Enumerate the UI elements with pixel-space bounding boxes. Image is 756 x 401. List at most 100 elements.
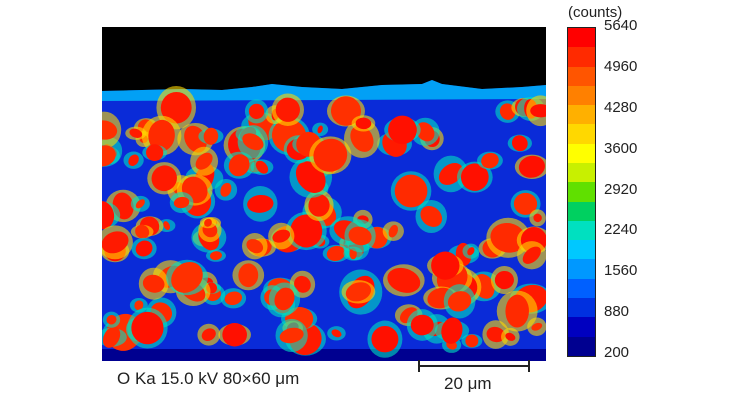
colorbar-band bbox=[568, 105, 595, 125]
particle bbox=[513, 192, 538, 215]
particle bbox=[106, 314, 117, 325]
colorbar-band bbox=[568, 220, 595, 241]
particle bbox=[313, 138, 348, 172]
particle bbox=[134, 300, 144, 311]
particle bbox=[308, 194, 330, 217]
colorbar-tick-label: 3600 bbox=[604, 139, 638, 157]
particle bbox=[135, 199, 145, 209]
colorbar-band bbox=[568, 297, 595, 318]
particle bbox=[494, 270, 514, 290]
particle bbox=[530, 104, 546, 118]
colorbar-band bbox=[568, 124, 595, 144]
particle bbox=[102, 231, 129, 254]
particle bbox=[420, 206, 443, 227]
particle bbox=[209, 251, 222, 261]
colorbar-band bbox=[568, 240, 595, 260]
particle bbox=[238, 263, 259, 288]
particle bbox=[294, 275, 311, 293]
particle bbox=[388, 115, 417, 145]
colorbar-tick-label: 880 bbox=[604, 303, 630, 321]
particle bbox=[355, 117, 372, 130]
particle bbox=[248, 103, 265, 120]
particle bbox=[204, 218, 212, 227]
particle bbox=[135, 224, 150, 239]
particle bbox=[490, 222, 526, 253]
colorbar-tick-label: 200 bbox=[604, 344, 630, 361]
colorbar bbox=[567, 27, 596, 357]
particle bbox=[317, 125, 323, 134]
colorbar-band bbox=[568, 259, 595, 279]
particle bbox=[505, 332, 516, 341]
particle bbox=[220, 182, 232, 197]
particle bbox=[275, 97, 300, 122]
particle bbox=[388, 224, 399, 238]
colorbar-tick-label: 4280 bbox=[604, 98, 638, 116]
particle bbox=[255, 160, 269, 174]
particle bbox=[431, 251, 460, 280]
colorbar-tick-label: 4960 bbox=[604, 57, 638, 75]
particle bbox=[416, 122, 435, 142]
particle bbox=[173, 196, 190, 209]
particle bbox=[522, 246, 541, 264]
scale-bar-label: 20 μm bbox=[444, 374, 492, 393]
colorbar-tick-label: 2240 bbox=[604, 221, 638, 239]
particle bbox=[481, 152, 499, 169]
particle bbox=[511, 135, 528, 152]
particle bbox=[505, 294, 529, 328]
scale-bar-line bbox=[420, 365, 528, 367]
particle bbox=[247, 194, 274, 213]
particle bbox=[350, 125, 374, 152]
particle bbox=[326, 245, 346, 261]
scale-bar bbox=[418, 360, 530, 372]
particle bbox=[331, 329, 342, 338]
particle bbox=[518, 155, 545, 178]
particle bbox=[135, 240, 153, 257]
particle bbox=[102, 201, 115, 230]
particle bbox=[371, 325, 399, 353]
particle bbox=[441, 317, 463, 344]
particle bbox=[533, 213, 542, 223]
colorbar-tick-label: 5640 bbox=[604, 17, 638, 34]
particle bbox=[129, 128, 143, 138]
particle bbox=[151, 165, 177, 192]
colorbar-band bbox=[568, 162, 595, 183]
particle bbox=[163, 221, 171, 231]
colorbar-band bbox=[568, 85, 595, 106]
image-caption: O Ka 15.0 kV 80×60 μm bbox=[117, 369, 300, 388]
particle bbox=[131, 311, 164, 345]
particle bbox=[387, 267, 421, 293]
elemental-map-image bbox=[102, 27, 546, 361]
particle bbox=[222, 322, 247, 347]
particle bbox=[345, 282, 372, 302]
colorbar-band bbox=[568, 278, 595, 298]
colorbar-band bbox=[568, 201, 595, 221]
colorbar-band bbox=[568, 182, 595, 202]
particle bbox=[242, 133, 264, 151]
particle bbox=[224, 291, 243, 306]
particle bbox=[290, 214, 323, 248]
particle bbox=[465, 334, 479, 348]
colorbar-tick-label: 1560 bbox=[604, 262, 638, 280]
particle bbox=[531, 322, 543, 331]
particle bbox=[201, 328, 216, 341]
particle bbox=[279, 327, 304, 344]
particle bbox=[228, 154, 250, 177]
particle bbox=[171, 262, 203, 293]
colorbar-band bbox=[568, 336, 595, 356]
particle bbox=[410, 314, 434, 336]
colorbar-tick-label: 2920 bbox=[604, 180, 638, 198]
particle bbox=[195, 152, 213, 170]
particle bbox=[102, 326, 121, 348]
particle bbox=[330, 96, 361, 126]
particle bbox=[348, 226, 372, 246]
colorbar-band bbox=[568, 47, 595, 67]
particle bbox=[160, 91, 192, 124]
particle bbox=[486, 326, 506, 343]
particle bbox=[203, 127, 219, 145]
particle bbox=[146, 144, 164, 161]
particle bbox=[394, 174, 428, 208]
colorbar-band bbox=[568, 317, 595, 337]
particle bbox=[142, 274, 165, 293]
colorbar-band bbox=[568, 143, 595, 163]
colorbar-band bbox=[568, 66, 595, 86]
